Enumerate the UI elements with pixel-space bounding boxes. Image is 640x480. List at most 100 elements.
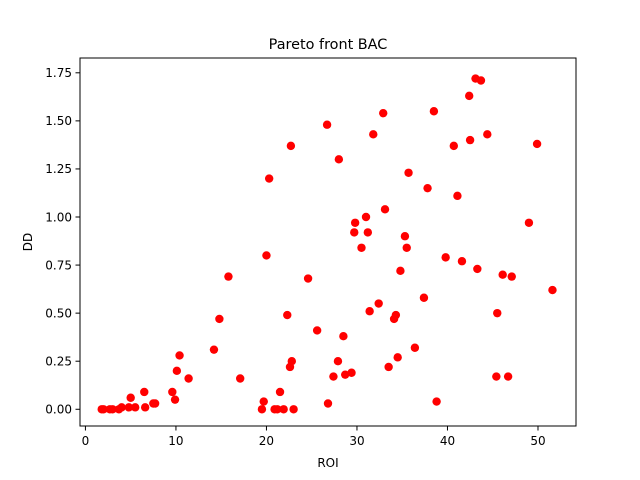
data-point: [275, 387, 285, 397]
data-point: [170, 395, 180, 404]
data-points: [97, 74, 557, 414]
data-point: [124, 403, 134, 412]
data-point: [350, 218, 360, 227]
data-point: [140, 387, 149, 397]
data-point: [312, 326, 322, 335]
y-tick-label: 0.75: [45, 258, 72, 272]
x-axis: 0 10 20 30 40 50: [82, 426, 546, 448]
data-point: [361, 212, 371, 222]
data-point: [329, 372, 338, 381]
data-point: [476, 76, 486, 85]
x-tick-label: 0: [82, 434, 90, 448]
data-point: [333, 357, 343, 366]
plot-frame: [79, 57, 577, 427]
x-tick-label: 10: [168, 434, 183, 448]
data-point: [175, 351, 184, 360]
data-point: [524, 218, 534, 227]
data-point: [465, 135, 475, 145]
data-point: [283, 310, 292, 320]
data-point: [209, 345, 219, 354]
y-axis: 0.00 0.25 0.50 0.75 1.00 1.25 1.50 1.75: [45, 66, 80, 417]
x-tick-label: 20: [259, 434, 274, 448]
data-point: [172, 366, 182, 376]
data-point: [323, 399, 333, 408]
data-point: [303, 274, 313, 283]
data-point: [99, 405, 108, 414]
data-point: [374, 299, 383, 308]
data-point: [423, 183, 432, 193]
x-tick-label: 40: [440, 434, 455, 448]
data-point: [264, 174, 274, 183]
y-tick-label: 0.00: [45, 403, 72, 417]
data-point: [236, 374, 245, 383]
data-point: [396, 266, 405, 276]
data-point: [287, 357, 296, 366]
y-tick-label: 1.50: [45, 114, 72, 128]
data-point: [503, 372, 513, 381]
data-point: [168, 387, 177, 397]
data-point: [257, 405, 267, 414]
data-point: [384, 362, 393, 372]
data-point: [532, 139, 542, 149]
data-point: [493, 308, 502, 318]
data-point: [140, 403, 150, 412]
y-tick-label: 1.00: [45, 210, 72, 224]
data-point: [419, 293, 429, 302]
data-point: [322, 120, 332, 129]
data-point: [453, 191, 462, 201]
data-point: [379, 108, 388, 118]
data-point: [365, 307, 374, 316]
data-point: [498, 270, 507, 279]
data-point: [341, 370, 350, 379]
data-point: [334, 155, 344, 164]
data-point: [339, 332, 348, 341]
data-point: [507, 272, 516, 281]
data-point: [117, 403, 126, 412]
x-axis-label: ROI: [317, 456, 338, 470]
data-point: [363, 228, 373, 237]
data-point: [391, 310, 401, 320]
data-point: [131, 403, 140, 412]
chart-title: Pareto front BAC: [269, 37, 388, 53]
data-point: [404, 168, 413, 177]
data-point: [289, 405, 298, 414]
data-point: [473, 264, 482, 274]
data-point: [150, 399, 160, 408]
data-point: [410, 343, 420, 352]
data-point: [465, 91, 474, 101]
data-point: [400, 232, 410, 241]
data-point: [259, 397, 268, 406]
data-point: [273, 405, 282, 414]
data-point: [262, 251, 271, 260]
data-point: [215, 314, 224, 324]
x-tick-label: 50: [530, 434, 545, 448]
data-point: [108, 405, 117, 414]
data-point: [457, 257, 467, 266]
x-tick-label: 30: [349, 434, 364, 448]
data-point: [441, 253, 450, 262]
data-point: [380, 205, 390, 214]
data-point: [184, 374, 193, 383]
y-axis-label: DD: [21, 233, 35, 251]
data-point: [126, 393, 135, 402]
data-point: [492, 372, 501, 381]
data-point: [429, 107, 439, 116]
data-point: [286, 141, 296, 151]
y-tick-label: 1.75: [45, 66, 72, 80]
data-point: [402, 243, 411, 252]
y-tick-label: 0.50: [45, 306, 72, 320]
y-tick-label: 1.25: [45, 162, 72, 176]
data-point: [449, 141, 459, 151]
y-tick-label: 0.25: [45, 355, 72, 369]
data-point: [347, 368, 356, 377]
data-point: [279, 405, 288, 414]
data-point: [393, 353, 402, 362]
data-point: [224, 272, 233, 281]
data-point: [369, 130, 378, 139]
data-point: [357, 243, 366, 252]
plot-area: [80, 58, 576, 426]
data-point: [350, 228, 359, 237]
data-point: [548, 285, 557, 295]
data-point: [432, 397, 441, 406]
